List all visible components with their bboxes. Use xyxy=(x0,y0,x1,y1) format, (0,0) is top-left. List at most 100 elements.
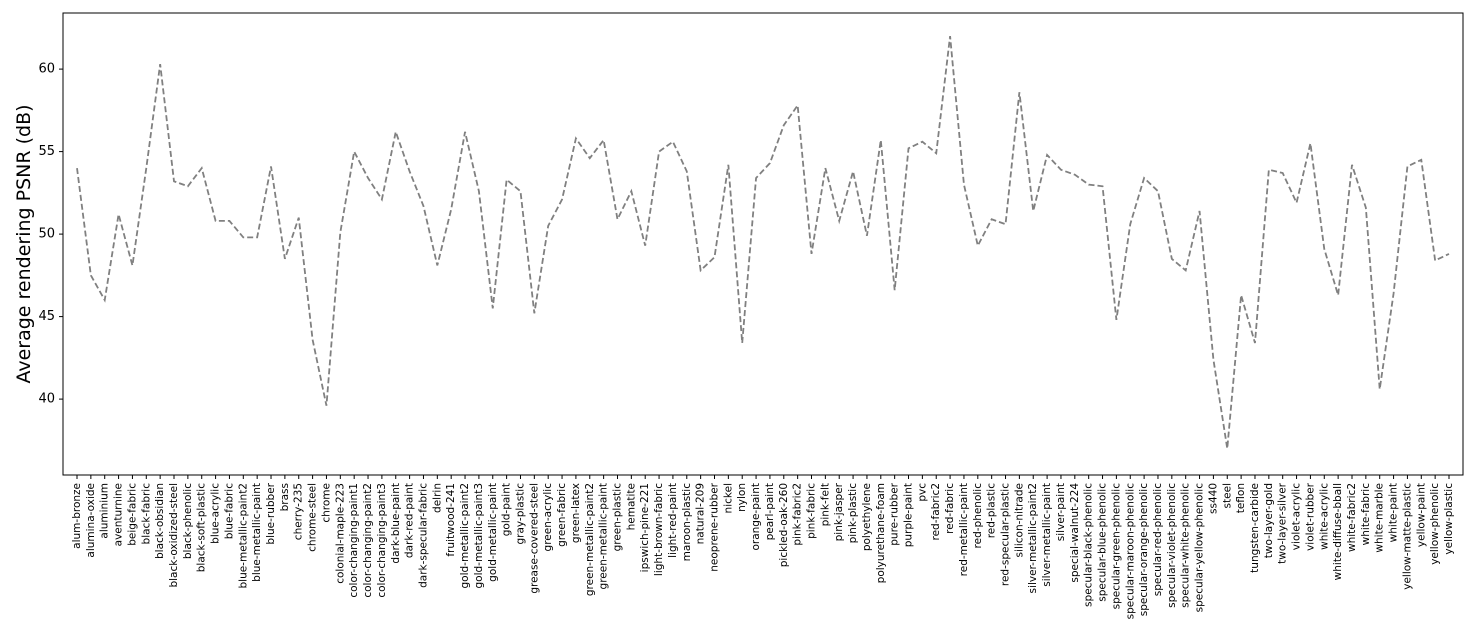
x-tick-label: teflon xyxy=(1235,483,1247,513)
x-tick-label: pure-rubber xyxy=(889,482,901,545)
y-axis-label: Average rendering PSNR (dB) xyxy=(13,104,35,383)
x-tick-label: white-paint xyxy=(1388,483,1400,542)
x-tick-label: two-layer-silver xyxy=(1277,482,1289,564)
x-tick-label: pink-fabric2 xyxy=(792,483,804,546)
x-tick-label: black-oxidized-steel xyxy=(168,483,180,588)
x-tick-label: black-soft-plastic xyxy=(196,483,208,572)
x-tick-label: black-phenolic xyxy=(182,483,194,559)
x-tick-label: ipswich-pine-221 xyxy=(639,483,651,572)
x-tick-label: tungsten-carbide xyxy=(1249,483,1261,573)
x-tick-label: yellow-matte-plastic xyxy=(1401,483,1413,590)
x-tick-label: red-phenolic xyxy=(972,483,984,549)
x-tick-label: red-fabric xyxy=(944,483,956,534)
x-tick-label: specular-orange-phenolic xyxy=(1138,483,1150,616)
x-tick-label: chrome xyxy=(320,483,332,523)
x-tick-label: specular-maroon-phenolic xyxy=(1124,483,1136,620)
x-tick-label: blue-metallic-paint xyxy=(251,483,263,582)
x-tick-label: gold-metallic-paint xyxy=(487,483,499,582)
x-tick-label: violet-acrylic xyxy=(1291,483,1303,550)
x-tick-label: dark-blue-paint xyxy=(390,483,402,564)
x-tick-label: blue-fabric xyxy=(223,483,235,540)
x-tick-label: gray-plastic xyxy=(514,483,526,545)
x-tick-label: violet-rubber xyxy=(1304,482,1316,551)
x-tick-label: steel xyxy=(1221,483,1233,508)
x-tick-label: pink-jasper xyxy=(833,482,845,541)
x-tick-label: cherry-235 xyxy=(293,483,305,540)
y-tick-label: 40 xyxy=(38,392,55,407)
x-tick-label: purple-paint xyxy=(903,483,915,547)
x-tick-label: red-metallic-paint xyxy=(958,483,970,576)
x-tick-label: neoprene-rubber xyxy=(708,482,720,571)
x-tick-label: pvc xyxy=(916,483,928,502)
x-tick-label: gold-metallic-paint2 xyxy=(459,483,471,588)
x-tick-label: color-changing-paint3 xyxy=(376,483,388,598)
x-tick-label: color-changing-paint1 xyxy=(348,483,360,598)
x-tick-label: black-obsidian xyxy=(154,483,166,559)
x-tick-label: blue-rubber xyxy=(265,482,277,544)
plot-frame xyxy=(62,12,1464,476)
x-tick-label: polyurethane-foam xyxy=(875,483,887,583)
x-tick-label: brass xyxy=(279,483,291,511)
x-tick-label: light-red-paint xyxy=(667,483,679,558)
x-tick-label: green-metallic-paint xyxy=(598,483,610,589)
x-tick-label: silicon-nitrade xyxy=(1013,483,1025,557)
x-tick-label: yellow-plastic xyxy=(1443,483,1455,555)
x-tick-label: specular-white-phenolic xyxy=(1180,483,1192,608)
x-tick-label: alumina-oxide xyxy=(85,483,97,558)
x-tick-label: green-latex xyxy=(570,483,582,543)
x-tick-label: white-acrylic xyxy=(1318,483,1330,550)
y-tick-label: 50 xyxy=(38,227,55,242)
x-tick-label: white-fabric xyxy=(1360,483,1372,546)
x-tick-label: silver-metallic-paint xyxy=(1041,483,1053,587)
x-tick-label: two-layer-gold xyxy=(1263,483,1275,558)
x-tick-label: blue-acrylic xyxy=(210,483,222,544)
x-tick-label: dark-red-paint xyxy=(404,483,416,558)
x-tick-label: green-plastic xyxy=(611,483,623,552)
x-tick-label: silver-metallic-paint2 xyxy=(1027,483,1039,593)
x-tick-label: pink-fabric xyxy=(806,483,818,539)
x-tick-label: gold-paint xyxy=(501,483,513,536)
y-axis-ticks: 40 45 50 55 60 xyxy=(38,62,63,407)
x-tick-label: chrome-steel xyxy=(307,483,319,552)
x-axis-ticks: alum-bronze alumina-oxide aluminium aventur… xyxy=(71,475,1455,619)
x-tick-label: green-fabric xyxy=(556,483,568,547)
x-tick-label: beige-fabric xyxy=(126,483,138,546)
x-tick-label: black-fabric xyxy=(140,483,152,545)
x-tick-label: green-acrylic xyxy=(542,483,554,552)
x-tick-label: white-marble xyxy=(1374,483,1386,553)
x-tick-label: yellow-paint xyxy=(1415,483,1427,547)
psnr-series-line xyxy=(76,35,1450,449)
x-tick-label: maroon-plastic xyxy=(681,483,693,562)
x-tick-label: specular-blue-phenolic xyxy=(1097,483,1109,602)
x-tick-label: aluminium xyxy=(99,483,111,539)
x-tick-label: specular-red-phenolic xyxy=(1152,483,1164,597)
x-tick-label: hematite xyxy=(625,483,637,530)
x-tick-label: delrin xyxy=(431,483,443,513)
x-tick-label: red-plastic xyxy=(986,483,998,539)
x-tick-label: pearl-paint xyxy=(764,483,776,540)
x-tick-label: white-diffuse-bball xyxy=(1332,483,1344,580)
x-tick-label: specular-yellow-phenolic xyxy=(1194,483,1206,613)
y-tick-label: 60 xyxy=(38,62,55,77)
x-tick-label: grease-covered-steel xyxy=(528,483,540,594)
x-tick-label: white-fabric2 xyxy=(1346,483,1358,552)
x-tick-label: color-changing-paint2 xyxy=(362,483,374,598)
x-tick-label: specular-green-phenolic xyxy=(1110,483,1122,610)
plot-area xyxy=(76,35,1450,449)
x-tick-label: light-brown-fabric xyxy=(653,483,665,576)
x-tick-label: pink-felt xyxy=(819,483,831,526)
x-tick-label: nylon xyxy=(736,483,748,512)
x-tick-label: polyethylene xyxy=(861,483,873,551)
x-tick-label: fruitwood-241 xyxy=(445,483,457,557)
x-tick-label: gold-metallic-paint3 xyxy=(473,483,485,588)
x-tick-label: specular-black-phenolic xyxy=(1083,483,1095,607)
x-tick-label: red-specular-plastic xyxy=(1000,483,1012,586)
x-tick-label: silver-paint xyxy=(1055,483,1067,541)
x-tick-label: pink-plastic xyxy=(847,483,859,544)
y-tick-label: 55 xyxy=(38,144,55,159)
x-tick-label: alum-bronze xyxy=(71,483,83,549)
x-tick-label: specular-violet-phenolic xyxy=(1166,483,1178,608)
x-tick-label: yellow-phenolic xyxy=(1429,483,1441,565)
x-tick-label: red-fabric2 xyxy=(930,483,942,540)
